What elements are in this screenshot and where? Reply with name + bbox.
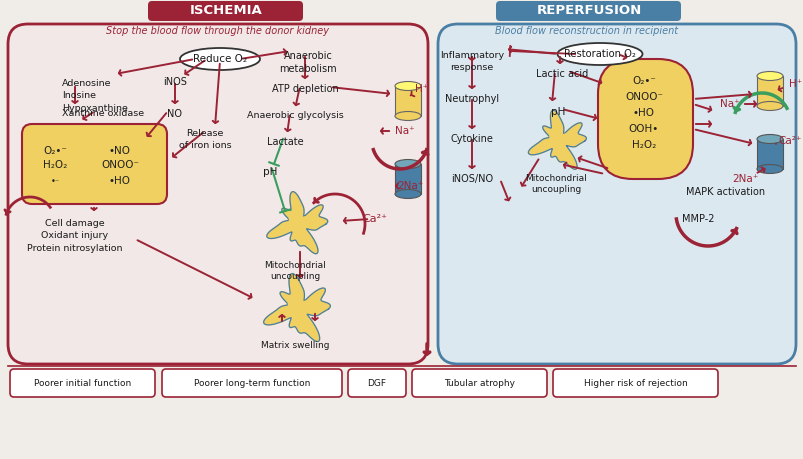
FancyBboxPatch shape [411, 369, 546, 397]
Text: ONOO⁻: ONOO⁻ [624, 92, 662, 102]
Ellipse shape [394, 82, 421, 90]
Text: DGF: DGF [367, 379, 386, 387]
Text: Neutrophyl: Neutrophyl [444, 94, 499, 104]
Text: Cell damage
Oxidant injury
Protein nitrosylation: Cell damage Oxidant injury Protein nitro… [27, 219, 123, 253]
Text: Xanthine oxidase: Xanthine oxidase [62, 109, 144, 118]
Text: ISCHEMIA: ISCHEMIA [190, 5, 262, 17]
FancyBboxPatch shape [394, 86, 421, 116]
Text: iNOS: iNOS [163, 77, 187, 87]
Polygon shape [549, 132, 571, 153]
Text: Blood flow reconstruction in recipient: Blood flow reconstruction in recipient [495, 26, 678, 36]
Text: •⁻: •⁻ [51, 177, 59, 185]
Text: O₂•⁻: O₂•⁻ [631, 76, 655, 86]
Text: MMP-2: MMP-2 [681, 214, 713, 224]
Text: O₂•⁻: O₂•⁻ [43, 146, 67, 156]
Text: H₂O₂: H₂O₂ [43, 160, 67, 170]
Text: Poorer long-term function: Poorer long-term function [194, 379, 310, 387]
Text: Mitochondrial
uncoupling: Mitochondrial uncoupling [524, 174, 586, 194]
Text: Anaerobic glycolysis: Anaerobic glycolysis [247, 111, 343, 120]
FancyBboxPatch shape [394, 164, 421, 194]
FancyBboxPatch shape [148, 1, 303, 21]
Polygon shape [289, 214, 312, 236]
Text: ONOO⁻: ONOO⁻ [101, 160, 139, 170]
FancyBboxPatch shape [438, 24, 795, 364]
Text: Matrix swelling: Matrix swelling [260, 341, 329, 350]
Text: NO: NO [167, 109, 182, 119]
Polygon shape [528, 110, 585, 169]
FancyBboxPatch shape [552, 369, 717, 397]
Text: 2Na⁺: 2Na⁺ [397, 181, 422, 191]
Text: MAPK activation: MAPK activation [686, 187, 764, 197]
Text: REPERFUSION: REPERFUSION [536, 5, 641, 17]
Text: Mitochondrial
uncoupling: Mitochondrial uncoupling [264, 261, 325, 281]
Text: Adenosine
Inosine
Hypoxanthine: Adenosine Inosine Hypoxanthine [62, 79, 128, 113]
FancyBboxPatch shape [8, 24, 427, 364]
Text: Ca²⁺: Ca²⁺ [362, 214, 387, 224]
Polygon shape [263, 274, 330, 341]
Text: Anaerobic
metabolism: Anaerobic metabolism [279, 51, 336, 74]
Ellipse shape [756, 101, 782, 111]
Text: Reduce O₂: Reduce O₂ [193, 54, 247, 64]
Text: iNOS/NO: iNOS/NO [450, 174, 492, 184]
Text: pH: pH [550, 107, 565, 117]
Ellipse shape [756, 72, 782, 80]
Ellipse shape [556, 43, 642, 65]
Text: H⁺: H⁺ [789, 79, 801, 89]
Polygon shape [267, 192, 328, 254]
Text: 2Na⁺: 2Na⁺ [731, 174, 757, 184]
Text: •HO: •HO [632, 108, 654, 118]
Text: Release
of iron ions: Release of iron ions [178, 129, 231, 150]
Ellipse shape [756, 134, 782, 144]
Text: Ca²⁺: Ca²⁺ [777, 136, 801, 146]
FancyBboxPatch shape [348, 369, 406, 397]
Text: pH: pH [263, 167, 277, 177]
Text: Inflammatory
response: Inflammatory response [439, 51, 503, 72]
Text: •NO: •NO [109, 146, 131, 156]
Text: Restoration O₂: Restoration O₂ [564, 49, 635, 59]
Ellipse shape [394, 159, 421, 168]
FancyBboxPatch shape [10, 369, 155, 397]
Text: Cytokine: Cytokine [450, 134, 493, 144]
FancyBboxPatch shape [756, 139, 782, 169]
FancyBboxPatch shape [495, 1, 680, 21]
FancyBboxPatch shape [22, 124, 167, 204]
Text: Lactate: Lactate [267, 137, 303, 147]
Text: •HO: •HO [109, 176, 131, 186]
Text: ATP depletion: ATP depletion [271, 84, 338, 94]
FancyBboxPatch shape [597, 59, 692, 179]
Text: Na⁺: Na⁺ [395, 126, 414, 136]
Ellipse shape [756, 164, 782, 174]
FancyBboxPatch shape [161, 369, 341, 397]
FancyBboxPatch shape [756, 76, 782, 106]
Ellipse shape [180, 48, 259, 70]
Text: OOH•: OOH• [628, 124, 658, 134]
Text: Lactic acid: Lactic acid [536, 69, 587, 79]
Text: H⁺: H⁺ [415, 84, 428, 94]
Ellipse shape [394, 190, 421, 198]
Ellipse shape [394, 112, 421, 121]
Text: H₂O₂: H₂O₂ [631, 140, 655, 150]
Text: Na⁺: Na⁺ [719, 99, 739, 109]
Text: Poorer initial function: Poorer initial function [34, 379, 131, 387]
Text: Tubular atrophy: Tubular atrophy [443, 379, 515, 387]
Text: Stop the blood flow through the donor kidney: Stop the blood flow through the donor ki… [106, 26, 329, 36]
Text: Higher risk of rejection: Higher risk of rejection [583, 379, 687, 387]
Polygon shape [288, 298, 313, 323]
